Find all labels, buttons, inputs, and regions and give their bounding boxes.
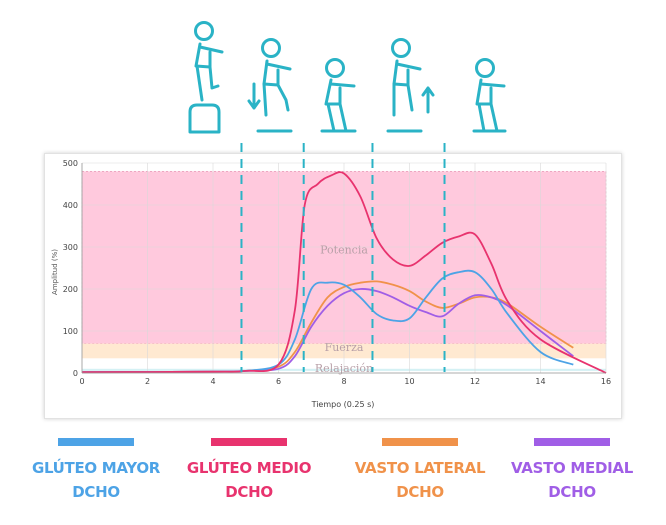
y-tick-label: 0 xyxy=(73,369,78,378)
legend: GLÚTEO MAYOR DCHO GLÚTEO MEDIO DCHO VASTO LA… xyxy=(0,438,666,518)
x-tick-label: 14 xyxy=(535,377,545,386)
person-step-up-icon xyxy=(188,21,224,134)
person-walking-icon xyxy=(472,58,507,133)
legend-label: GLÚTEO MAYOR xyxy=(31,459,161,477)
x-tick-label: 10 xyxy=(404,377,414,386)
x-tick-label: 16 xyxy=(601,377,611,386)
x-tick-label: 2 xyxy=(145,377,150,386)
x-tick-label: 4 xyxy=(210,377,215,386)
legend-item: VASTO LATERAL DCHO xyxy=(350,438,490,504)
person-standing-icon xyxy=(320,58,357,133)
band-label: Fuerza xyxy=(325,341,364,354)
y-tick-label: 400 xyxy=(63,201,78,210)
series-line-3 xyxy=(81,288,574,374)
y-axis-label: Amplitud (%) xyxy=(51,249,59,295)
legend-label: VASTO LATERAL xyxy=(354,459,486,477)
y-tick-label: 300 xyxy=(63,243,78,252)
x-axis-label: Tiempo (0.25 s) xyxy=(311,400,375,409)
x-tick-label: 12 xyxy=(470,377,480,386)
person-up-arrow-icon xyxy=(386,38,435,133)
legend-sublabel: DCHO xyxy=(396,483,444,501)
y-tick-label: 200 xyxy=(63,285,78,294)
movement-phase-figures xyxy=(188,21,507,134)
x-tick-label: 0 xyxy=(79,377,84,386)
legend-label: GLÚTEO MEDIO xyxy=(186,459,312,477)
legend-sublabel: DCHO xyxy=(72,483,120,501)
legend-label: VASTO MEDIAL xyxy=(511,459,633,477)
legend-item: GLÚTEO MAYOR DCHO xyxy=(26,438,166,504)
band-label: Potencia xyxy=(320,243,368,256)
y-tick-label: 500 xyxy=(63,159,78,168)
legend-sublabel: DCHO xyxy=(548,483,596,501)
legend-swatch xyxy=(58,438,134,446)
y-tick-label: 100 xyxy=(63,327,78,336)
legend-item: VASTO MEDIAL DCHO xyxy=(502,438,642,504)
legend-swatch xyxy=(534,438,610,446)
band-label: Relajación xyxy=(315,362,373,375)
x-tick-label: 6 xyxy=(276,377,281,386)
person-down-arrow-icon xyxy=(247,38,293,133)
legend-swatch xyxy=(211,438,287,446)
legend-swatch xyxy=(382,438,458,446)
x-tick-label: 8 xyxy=(341,377,346,386)
legend-sublabel: DCHO xyxy=(225,483,273,501)
legend-item: GLÚTEO MEDIO DCHO xyxy=(179,438,319,504)
chart-panel: Potencia Fuerza Relajación 0 100 200 300 400 50… xyxy=(44,153,622,419)
